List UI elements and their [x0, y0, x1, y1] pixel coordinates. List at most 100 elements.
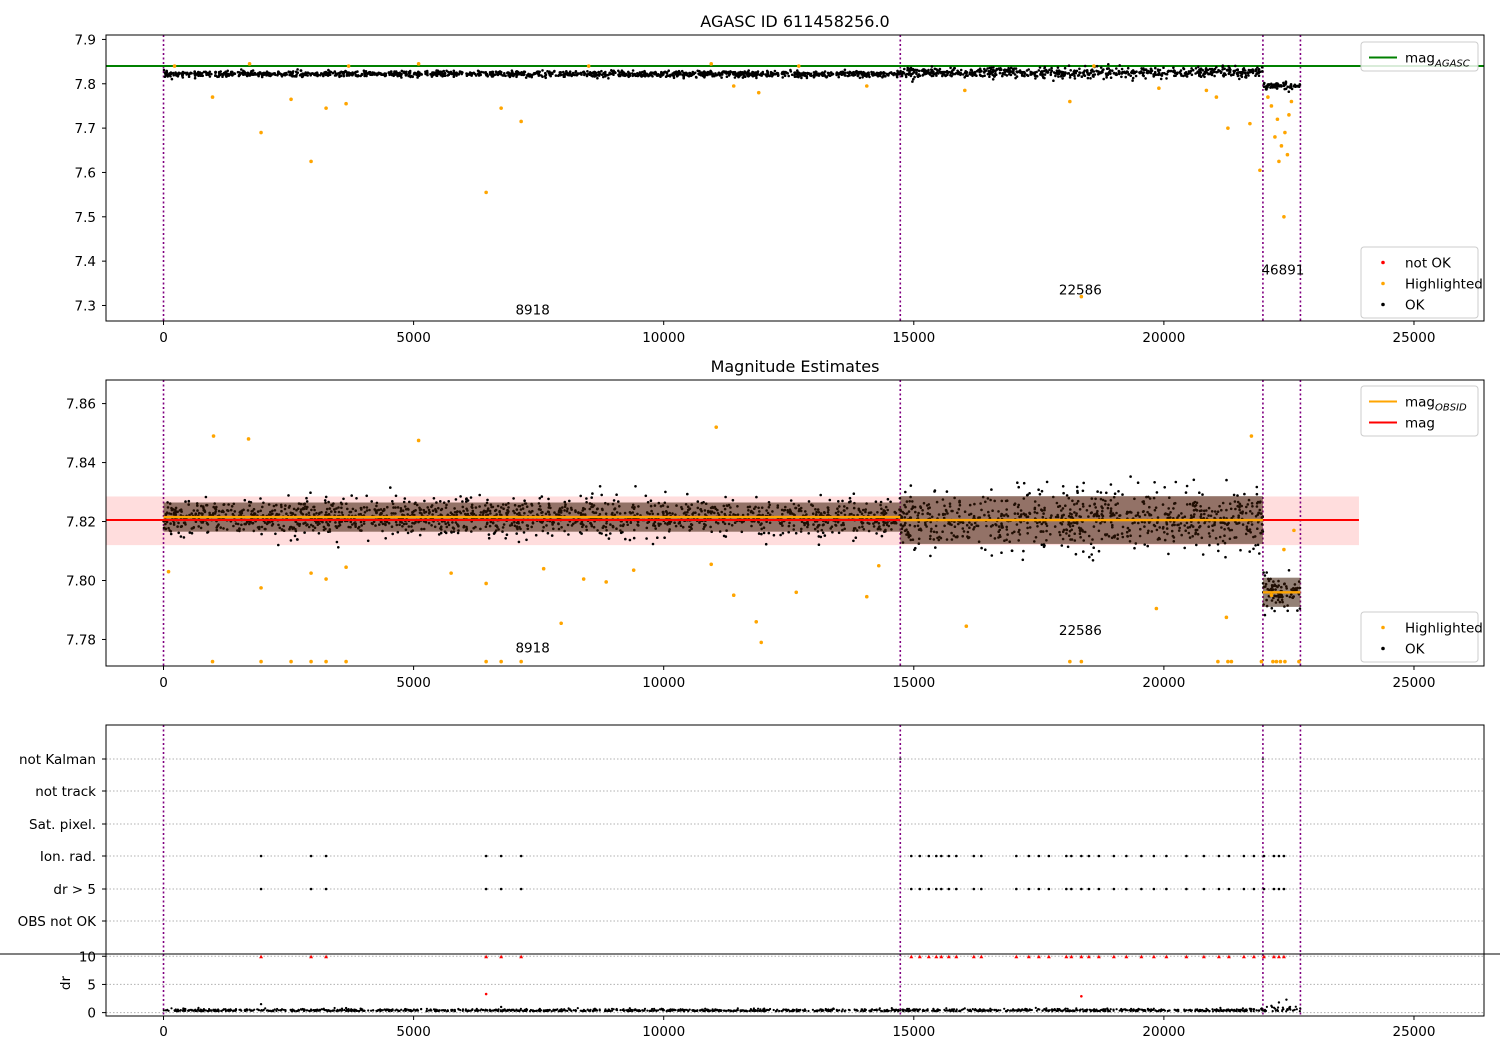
ok-point — [1105, 76, 1108, 79]
ok-point — [879, 74, 882, 78]
ok-point — [187, 73, 191, 76]
ok-point — [790, 73, 794, 77]
ok-point — [1113, 492, 1117, 496]
ok-point — [944, 74, 948, 77]
ok-point — [550, 534, 554, 537]
ok-point — [360, 73, 364, 76]
ok-point — [1078, 67, 1081, 71]
ok-point — [1123, 71, 1126, 74]
ok-point — [1201, 493, 1204, 496]
ok-point — [817, 543, 821, 546]
ok-point — [588, 72, 592, 75]
ok-point — [1219, 71, 1223, 75]
ok-point — [477, 70, 481, 73]
ok-point — [899, 69, 902, 73]
ok-point — [383, 72, 387, 75]
ok-point — [1198, 72, 1201, 76]
ok-point — [800, 76, 803, 80]
ok-point — [426, 73, 429, 77]
ok-point — [1040, 489, 1044, 493]
ok-point — [765, 69, 769, 73]
ok-point — [1099, 491, 1103, 494]
ok-point — [649, 499, 653, 503]
ok-point — [837, 500, 840, 503]
ok-point — [633, 72, 637, 76]
ok-point — [812, 74, 815, 77]
ok-point — [1142, 67, 1145, 70]
ok-point — [1184, 71, 1188, 74]
y-tick-label: 7.5 — [75, 210, 96, 226]
ok-point — [164, 72, 167, 76]
highlighted-point — [210, 659, 215, 664]
ok-point — [757, 532, 761, 535]
ok-point — [1125, 70, 1129, 73]
ok-point — [249, 73, 253, 76]
ok-point — [487, 536, 491, 540]
ok-point — [293, 75, 296, 78]
ok-point — [984, 548, 987, 551]
ok-point — [1090, 553, 1093, 556]
ok-point — [240, 72, 244, 75]
ok-point — [1089, 77, 1092, 80]
ok-point — [977, 68, 980, 72]
ok-point — [550, 72, 554, 76]
ok-point — [1008, 72, 1011, 76]
ok-point — [299, 69, 303, 72]
ok-point — [645, 537, 648, 540]
ok-point — [591, 492, 594, 495]
ok-point — [929, 554, 932, 558]
ok-point — [837, 75, 840, 79]
ok-point — [452, 73, 456, 77]
ok-point — [731, 498, 735, 502]
ok-point — [529, 73, 532, 76]
ok-point — [761, 72, 765, 76]
ok-point — [998, 71, 1002, 75]
highlighted-point — [1226, 126, 1230, 130]
ok-point — [934, 546, 937, 549]
ok-point — [983, 67, 986, 71]
ok-point — [870, 70, 873, 74]
ok-point — [470, 74, 473, 77]
ok-point — [1068, 76, 1072, 79]
ok-point — [607, 77, 610, 80]
ok-point — [259, 497, 262, 500]
ok-point — [852, 492, 856, 496]
ok-point — [1238, 71, 1242, 74]
ok-point — [353, 71, 357, 74]
ok-point — [600, 69, 603, 73]
ok-point — [823, 73, 826, 77]
ok-point — [849, 500, 852, 503]
ok-point — [1267, 83, 1271, 86]
ok-point — [779, 533, 782, 537]
panel1-title: AGASC ID 611458256.0 — [700, 12, 889, 31]
ok-point — [956, 71, 960, 75]
ok-point — [628, 538, 632, 542]
ok-point — [859, 71, 863, 74]
ok-point — [895, 75, 899, 79]
ok-point — [881, 76, 884, 79]
ok-point — [1146, 544, 1149, 548]
ok-point — [244, 72, 247, 76]
ok-point — [691, 70, 695, 74]
ok-point — [912, 77, 915, 81]
obsid-annotation: 22586 — [1059, 623, 1102, 639]
ok-point — [1172, 66, 1175, 69]
ok-point — [1003, 70, 1006, 74]
ok-point — [1029, 70, 1032, 74]
ok-point — [183, 71, 187, 75]
ok-point — [310, 72, 314, 75]
ok-point — [713, 74, 716, 78]
ok-point — [930, 65, 934, 68]
ok-point — [342, 74, 346, 78]
highlighted-point — [963, 88, 967, 93]
x-tick-label: 25000 — [1392, 330, 1435, 346]
ok-point — [391, 500, 394, 503]
ok-point — [766, 72, 770, 76]
ok-point — [1111, 69, 1114, 72]
ok-point — [800, 73, 803, 76]
ok-point — [1045, 480, 1049, 484]
ok-point — [1174, 480, 1178, 484]
highlighted-point — [796, 64, 801, 68]
legend-marker-swatch — [1381, 302, 1385, 307]
